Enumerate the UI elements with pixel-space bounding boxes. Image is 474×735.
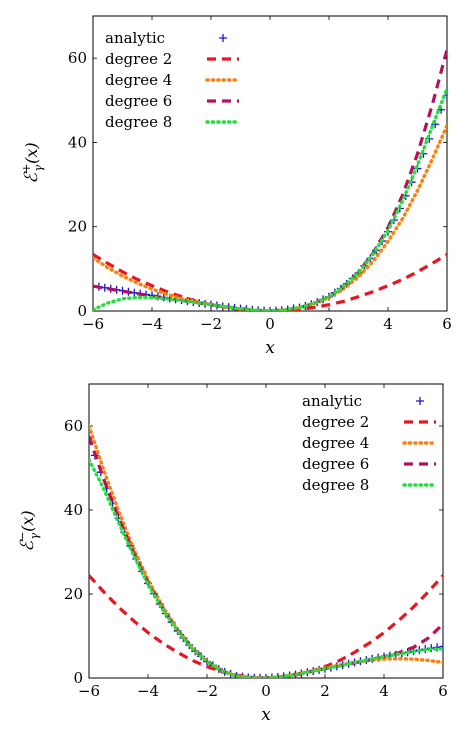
x-tick-label: 2 [324, 315, 334, 333]
legend-swatch-plus [219, 34, 227, 42]
legend-label: degree 6 [105, 92, 172, 110]
y-tick-label: 0 [77, 302, 87, 320]
y-tick-label: 40 [68, 133, 87, 151]
x-tick-label: −6 [82, 315, 104, 333]
y-tick-label: 60 [68, 49, 87, 67]
analytic-plus-marker [439, 642, 443, 651]
legend-swatch-plus [416, 397, 424, 405]
series-line-degree-6 [93, 49, 447, 311]
x-axis-label: x [265, 338, 275, 358]
x-tick-label: 0 [265, 315, 275, 333]
x-tick-label: −2 [196, 682, 218, 700]
x-tick-label: −6 [78, 682, 100, 700]
legend-label: degree 2 [302, 413, 369, 431]
legend-label: degree 6 [302, 455, 369, 473]
x-tick-label: −4 [141, 315, 163, 333]
plot-area [89, 424, 443, 678]
y-axis-label: ℰ−γ(x) [16, 510, 41, 551]
x-tick-label: 4 [379, 682, 389, 700]
x-axis-label: x [261, 705, 271, 725]
x-tick-label: −4 [137, 682, 159, 700]
series-line-degree-2 [93, 253, 447, 311]
legend-label: degree 2 [105, 50, 172, 68]
analytic-plus-marker [262, 674, 270, 678]
analytic-plus-marker [266, 307, 274, 311]
x-tick-label: 6 [442, 315, 452, 333]
legend: analytic degree 2 degree 4 degree 6 degree 8 [103, 27, 241, 133]
series-line-degree-8 [93, 86, 447, 311]
series-line-degree-4 [93, 123, 447, 311]
legend: analytic degree 2 degree 4 degree 6 degree 8 [300, 390, 438, 496]
x-tick-label: 2 [320, 682, 330, 700]
plot-area [93, 49, 447, 311]
legend-label: degree 8 [302, 476, 369, 494]
x-tick-label: 4 [383, 315, 393, 333]
legend-label: analytic [105, 29, 165, 47]
y-tick-label: 40 [64, 501, 83, 519]
y-tick-label: 0 [73, 669, 83, 687]
x-tick-label: 6 [438, 682, 448, 700]
y-tick-label: 20 [64, 585, 83, 603]
analytic-plus-marker [100, 283, 109, 292]
legend-label: degree 4 [105, 71, 172, 89]
y-tick-label: 60 [64, 417, 83, 435]
legend-label: degree 4 [302, 434, 369, 452]
y-axis-label: ℰ+γ(x) [20, 142, 45, 183]
series-line-degree-2 [89, 574, 443, 678]
x-tick-label: 0 [261, 682, 271, 700]
legend-label: analytic [302, 392, 362, 410]
analytic-plus-marker [130, 288, 139, 297]
x-tick-label: −2 [200, 315, 222, 333]
y-tick-label: 20 [68, 218, 87, 236]
series-line-degree-8 [89, 457, 443, 678]
legend-label: degree 8 [105, 113, 172, 131]
